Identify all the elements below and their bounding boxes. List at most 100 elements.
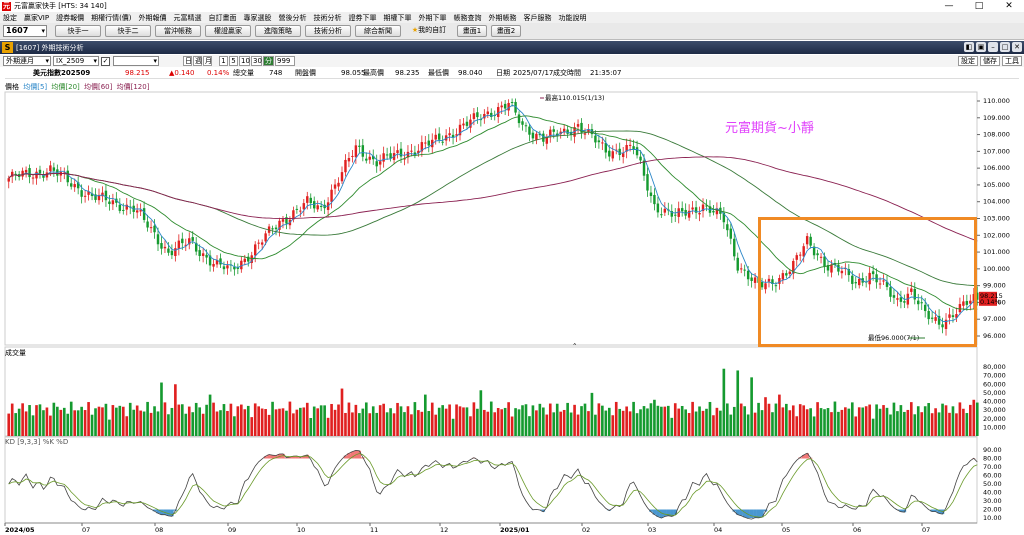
volume-bar (844, 407, 847, 436)
menu-item-11[interactable]: 期權下單 (383, 13, 412, 22)
volume-bar (205, 404, 208, 436)
period-5min[interactable]: 5 (229, 56, 238, 66)
volume-bar (604, 410, 608, 436)
news-button[interactable]: 綜合新聞 (355, 25, 401, 37)
price-tick-1: 109.000 (983, 114, 1010, 122)
volume-bar (632, 401, 635, 436)
menu-item-7[interactable]: 專家選股 (243, 13, 272, 22)
menu-item-9[interactable]: 技術分析 (313, 13, 342, 22)
my-custom-button[interactable]: ★我的自訂 (405, 25, 453, 37)
menu-item-8[interactable]: 營後分析 (278, 13, 307, 22)
period-10min[interactable]: 10 (239, 56, 250, 66)
period-30min[interactable]: 30 (251, 56, 262, 66)
price-chart-area[interactable]: 110.000 109.000 108.000 107.000 106.000 105.0… (0, 80, 1024, 535)
volume-bar (139, 410, 142, 436)
window-logo-icon: S (2, 42, 13, 53)
technical-analysis-button[interactable]: 技術分析 (305, 25, 351, 37)
volume-bar (323, 405, 326, 436)
volume-bar (601, 405, 604, 436)
volume-bar (882, 405, 885, 436)
volume-bar (423, 394, 427, 436)
quote-open: 98.055 (341, 69, 366, 77)
tools-button[interactable]: 工具 (1002, 56, 1022, 66)
maximize-icon[interactable]: □ (974, 1, 984, 11)
volume-bar (292, 413, 295, 436)
menu-item-5[interactable]: 元富精選 (173, 13, 202, 22)
period-month[interactable]: 月 (203, 56, 212, 66)
advanced-strategy-button[interactable]: 進階策略 (255, 25, 301, 37)
quick-1-button[interactable]: 快手一 (55, 25, 101, 37)
menu-item-10[interactable]: 證券下單 (348, 13, 377, 22)
win-minimize-icon[interactable]: – (988, 42, 998, 52)
period-minute[interactable]: 分 (263, 56, 274, 66)
menu-item-15[interactable]: 客戶服務 (523, 13, 552, 22)
bar-count-input[interactable]: 999 (275, 56, 295, 66)
candle (500, 105, 503, 108)
daytrade-account-button[interactable]: 當沖帳務 (155, 25, 201, 37)
volume-bar (180, 404, 184, 436)
symbol-checkbox[interactable]: ✓ (101, 56, 110, 66)
ma20-line (8, 115, 978, 310)
menu-item-14[interactable]: 外期帳務 (488, 13, 517, 22)
volume-bar (434, 414, 438, 436)
menu-item-2[interactable]: 證券報價 (56, 13, 85, 22)
candle (375, 161, 378, 167)
candle (250, 255, 253, 263)
warrant-winner-button[interactable]: 權證贏家 (205, 25, 251, 37)
volume-bar (344, 412, 347, 436)
quote-vol-label: 總交量 (233, 69, 254, 77)
menu-item-1[interactable]: 贏家VIP (24, 13, 50, 22)
volume-bar (83, 410, 87, 436)
candle (562, 128, 566, 133)
stock-code-input[interactable]: 1607 (3, 25, 47, 37)
menu-item-13[interactable]: 帳務查詢 (453, 13, 482, 22)
symbol-select[interactable]: IX_2509 (53, 56, 99, 66)
market-select[interactable]: 外期連月 (3, 56, 51, 66)
win-maximize-icon[interactable]: □ (1000, 42, 1010, 52)
volume-bar (819, 408, 823, 436)
indicator-select[interactable] (113, 56, 159, 66)
candle (115, 198, 118, 203)
volume-bar (24, 411, 28, 436)
volume-bar (35, 405, 38, 436)
ma5-line (8, 104, 978, 322)
x-label-7: 2025/01 (500, 526, 530, 534)
quick-2-button[interactable]: 快手二 (105, 25, 151, 37)
candle (694, 207, 698, 213)
win-close-icon[interactable]: ✕ (1012, 42, 1022, 52)
settings-button[interactable]: 設定 (958, 56, 978, 66)
screen-1-button[interactable]: 畫面1 (457, 25, 487, 37)
candle (604, 142, 608, 153)
menu-item-0[interactable]: 設定 (3, 13, 17, 22)
volume-bar (448, 404, 451, 436)
volume-bar (684, 409, 687, 436)
candle (514, 101, 517, 113)
volume-bar (611, 415, 615, 436)
volume-bar (385, 412, 389, 436)
save-button[interactable]: 儲存 (980, 56, 1000, 66)
volume-bar (906, 409, 910, 436)
menu-item-16[interactable]: 功能說明 (558, 13, 587, 22)
candle (976, 292, 979, 300)
menu-item-6[interactable]: 自訂畫面 (208, 13, 237, 22)
x-label-5: 11 (370, 526, 378, 534)
restore-icon[interactable]: ◧ (964, 42, 974, 52)
candle (167, 248, 170, 253)
period-week[interactable]: 週 (193, 56, 202, 66)
candle (142, 208, 146, 220)
candle (875, 274, 878, 283)
volume-bar (861, 407, 865, 436)
close-icon[interactable]: ✕ (1005, 1, 1013, 11)
minimize-icon[interactable]: — (944, 1, 954, 11)
x-label-2: 08 (155, 526, 163, 534)
candle (799, 254, 802, 256)
menu-item-4[interactable]: 外期報價 (138, 13, 167, 22)
menu-item-12[interactable]: 外期下單 (418, 13, 447, 22)
screen-2-button[interactable]: 畫面2 (491, 25, 521, 37)
menu-item-3[interactable]: 期權行情(價) (91, 13, 132, 22)
volume-bar (21, 403, 24, 436)
pin-icon[interactable]: ▣ (976, 42, 986, 52)
period-day[interactable]: 日 (183, 56, 192, 66)
candle (149, 227, 153, 229)
period-1min[interactable]: 1 (219, 56, 228, 66)
